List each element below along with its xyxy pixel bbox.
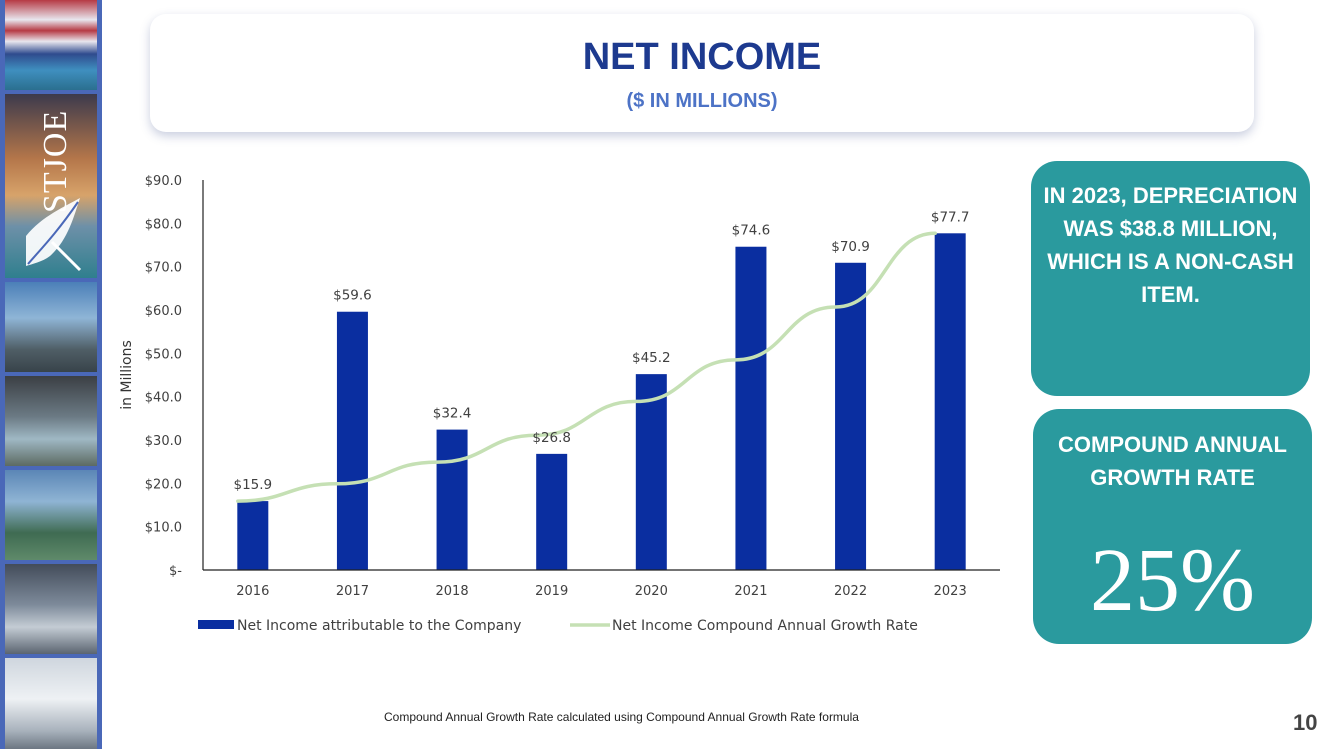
- page-number: 10: [1293, 710, 1318, 735]
- y-tick-label: $80.0: [145, 217, 182, 232]
- cagr-value: 25%: [1090, 531, 1255, 630]
- resort-photo: [5, 470, 97, 560]
- legend-bar-label: Net Income attributable to the Company: [237, 618, 521, 634]
- x-tick-label: 2020: [635, 584, 668, 599]
- y-tick-label: $70.0: [145, 261, 182, 276]
- y-axis-ticks: $- $10.0 $20.0 $30.0 $40.0 $50.0 $60.0 $70.0 $80…: [145, 174, 183, 579]
- y-tick-label: $20.0: [145, 477, 182, 492]
- page-title: NET INCOME: [582, 36, 822, 78]
- y-tick-label: $50.0: [145, 347, 182, 362]
- data-label-2023: $77.7: [931, 209, 970, 225]
- y-tick-label: $40.0: [145, 391, 182, 406]
- bar-data-labels: $15.9 $59.6 $32.4 $26.8 $45.2 $74.6 $70.9 $77.7: [233, 209, 969, 493]
- bar-2023: [934, 233, 966, 571]
- bar-series: [237, 233, 966, 571]
- data-label-2017: $59.6: [333, 288, 372, 304]
- y-tick-label: $90.0: [145, 174, 182, 189]
- building-photo: [5, 282, 97, 372]
- bar-2016: [237, 501, 269, 570]
- bar-2017: [336, 311, 368, 570]
- y-tick-label: $30.0: [145, 434, 182, 449]
- chart-legend: Net Income attributable to the Company N…: [198, 618, 918, 634]
- legend-line-label: Net Income Compound Annual Growth Rate: [612, 618, 918, 634]
- title-card: NET INCOME ($ IN MILLIONS): [150, 14, 1254, 132]
- x-tick-label: 2023: [934, 584, 967, 599]
- bar-2020: [635, 374, 667, 570]
- leaf-logo-icon: [26, 198, 82, 272]
- x-tick-label: 2017: [336, 584, 369, 599]
- cagr-trend-line: [236, 231, 937, 503]
- x-axis-ticks: 2016 2017 2018 2019 2020 2021 2022 2023: [236, 584, 966, 599]
- cagr-label: COMPOUND ANNUAL GROWTH RATE: [1058, 432, 1287, 490]
- y-axis-title: in Millions: [119, 340, 135, 410]
- data-label-2022: $70.9: [831, 239, 870, 255]
- bar-2019: [536, 453, 568, 570]
- flag-photo: [5, 0, 97, 90]
- legend-bar-swatch: [198, 620, 234, 629]
- x-tick-label: 2018: [436, 584, 469, 599]
- x-tick-label: 2022: [834, 584, 867, 599]
- data-label-2019: $26.8: [532, 430, 571, 446]
- interior-photo: [5, 658, 97, 749]
- x-tick-label: 2019: [535, 584, 568, 599]
- bar-2021: [735, 246, 767, 570]
- y-tick-label: $60.0: [145, 304, 182, 319]
- photo-strip: STJOE: [0, 0, 102, 749]
- terrace-photo: [5, 376, 97, 466]
- y-tick-label: $-: [169, 564, 182, 579]
- data-label-2018: $32.4: [433, 406, 472, 422]
- lounge-photo: [5, 564, 97, 654]
- x-tick-label: 2016: [236, 584, 269, 599]
- data-label-2021: $74.6: [732, 223, 771, 239]
- x-tick-label: 2021: [734, 584, 767, 599]
- bar-2018: [436, 429, 468, 570]
- page-subtitle: ($ IN MILLIONS): [626, 90, 778, 112]
- depreciation-card: IN 2023, DEPRECIATION WAS $38.8 MILLION,…: [1031, 161, 1310, 396]
- net-income-chart: $- $10.0 $20.0 $30.0 $40.0 $50.0 $60.0 $70.0 $80…: [119, 174, 1000, 634]
- bar-2022: [835, 262, 867, 570]
- depreciation-text: IN 2023, DEPRECIATION WAS $38.8 MILLION,…: [1043, 183, 1298, 307]
- data-label-2016: $15.9: [233, 477, 272, 493]
- footnote: Compound Annual Growth Rate calculated u…: [384, 710, 859, 724]
- cagr-card: COMPOUND ANNUAL GROWTH RATE 25%: [1033, 409, 1312, 644]
- data-label-2020: $45.2: [632, 350, 671, 366]
- y-tick-label: $10.0: [145, 521, 182, 536]
